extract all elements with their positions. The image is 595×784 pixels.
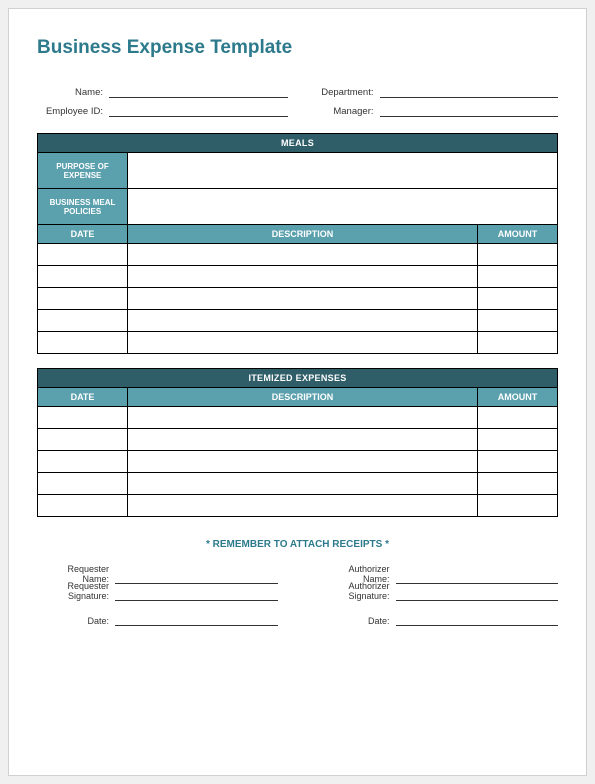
requester-sig-label: RequesterSignature:: [37, 582, 115, 601]
policies-label: BUSINESS MEAL POLICIES: [38, 189, 128, 225]
table-row: [38, 407, 558, 429]
receipts-note: * REMEMBER TO ATTACH RECEIPTS *: [37, 539, 558, 550]
itemized-description-cell[interactable]: [128, 495, 478, 517]
meals-table: MEALS PURPOSE OF EXPENSE BUSINESS MEAL P…: [37, 133, 558, 354]
meals-section-header: MEALS: [38, 134, 558, 153]
table-row: [38, 310, 558, 332]
itemized-description-cell[interactable]: [128, 429, 478, 451]
table-row: [38, 332, 558, 354]
manager-row: Manager:: [308, 100, 559, 117]
itemized-amount-cell[interactable]: [478, 451, 558, 473]
signature-section: RequesterName: RequesterSignature: Date:…: [37, 568, 558, 627]
authorizer-date-input[interactable]: [396, 614, 559, 626]
meals-date-cell[interactable]: [38, 310, 128, 332]
requester-sig-row: RequesterSignature:: [37, 585, 278, 601]
info-section: Name: Employee ID: Department: Manager:: [37, 81, 558, 119]
name-row: Name:: [37, 81, 288, 98]
itemized-description-cell[interactable]: [128, 451, 478, 473]
info-left-column: Name: Employee ID:: [37, 81, 288, 119]
authorizer-column: AuthorizerName: AuthorizerSignature: Dat…: [318, 568, 559, 627]
authorizer-name-input[interactable]: [396, 572, 559, 584]
meals-date-cell[interactable]: [38, 288, 128, 310]
department-input[interactable]: [380, 85, 559, 98]
itemized-amount-cell[interactable]: [478, 495, 558, 517]
meals-date-cell[interactable]: [38, 266, 128, 288]
itemized-date-cell[interactable]: [38, 451, 128, 473]
table-row: [38, 473, 558, 495]
manager-input[interactable]: [380, 104, 559, 117]
itemized-description-cell[interactable]: [128, 407, 478, 429]
meals-header-description: DESCRIPTION: [128, 225, 478, 244]
itemized-header-date: DATE: [38, 388, 128, 407]
authorizer-date-label: Date:: [318, 617, 396, 626]
department-label: Department:: [308, 87, 380, 98]
meals-amount-cell[interactable]: [478, 310, 558, 332]
purpose-input[interactable]: [128, 153, 558, 189]
meals-date-cell[interactable]: [38, 332, 128, 354]
meals-header-amount: AMOUNT: [478, 225, 558, 244]
meals-description-cell[interactable]: [128, 332, 478, 354]
itemized-date-cell[interactable]: [38, 473, 128, 495]
requester-name-input[interactable]: [115, 572, 278, 584]
meals-date-cell[interactable]: [38, 244, 128, 266]
authorizer-sig-label: AuthorizerSignature:: [318, 582, 396, 601]
requester-column: RequesterName: RequesterSignature: Date:: [37, 568, 278, 627]
policies-input[interactable]: [128, 189, 558, 225]
page-title: Business Expense Template: [37, 37, 558, 59]
department-row: Department:: [308, 81, 559, 98]
itemized-date-cell[interactable]: [38, 407, 128, 429]
meals-amount-cell[interactable]: [478, 266, 558, 288]
table-row: [38, 429, 558, 451]
meals-amount-cell[interactable]: [478, 244, 558, 266]
info-right-column: Department: Manager:: [308, 81, 559, 119]
meals-header-date: DATE: [38, 225, 128, 244]
manager-label: Manager:: [308, 106, 380, 117]
itemized-section-header: ITEMIZED EXPENSES: [38, 369, 558, 388]
authorizer-date-row: Date:: [318, 610, 559, 626]
meals-amount-cell[interactable]: [478, 332, 558, 354]
requester-sig-input[interactable]: [115, 589, 278, 601]
requester-date-input[interactable]: [115, 614, 278, 626]
authorizer-sig-input[interactable]: [396, 589, 559, 601]
meals-amount-cell[interactable]: [478, 288, 558, 310]
page: Business Expense Template Name: Employee…: [8, 8, 587, 776]
table-row: [38, 495, 558, 517]
meals-description-cell[interactable]: [128, 266, 478, 288]
itemized-description-cell[interactable]: [128, 473, 478, 495]
name-label: Name:: [37, 87, 109, 98]
meals-description-cell[interactable]: [128, 244, 478, 266]
itemized-date-cell[interactable]: [38, 429, 128, 451]
itemized-amount-cell[interactable]: [478, 473, 558, 495]
requester-date-label: Date:: [37, 617, 115, 626]
meals-description-cell[interactable]: [128, 310, 478, 332]
itemized-amount-cell[interactable]: [478, 429, 558, 451]
itemized-header-description: DESCRIPTION: [128, 388, 478, 407]
table-row: [38, 266, 558, 288]
authorizer-sig-row: AuthorizerSignature:: [318, 585, 559, 601]
itemized-amount-cell[interactable]: [478, 407, 558, 429]
purpose-label: PURPOSE OF EXPENSE: [38, 153, 128, 189]
employee-id-input[interactable]: [109, 104, 288, 117]
itemized-header-amount: AMOUNT: [478, 388, 558, 407]
itemized-date-cell[interactable]: [38, 495, 128, 517]
table-row: [38, 288, 558, 310]
meals-description-cell[interactable]: [128, 288, 478, 310]
table-row: [38, 451, 558, 473]
employee-id-row: Employee ID:: [37, 100, 288, 117]
employee-id-label: Employee ID:: [37, 106, 109, 117]
itemized-table: ITEMIZED EXPENSES DATE DESCRIPTION AMOUN…: [37, 368, 558, 517]
table-row: [38, 244, 558, 266]
requester-date-row: Date:: [37, 610, 278, 626]
name-input[interactable]: [109, 85, 288, 98]
